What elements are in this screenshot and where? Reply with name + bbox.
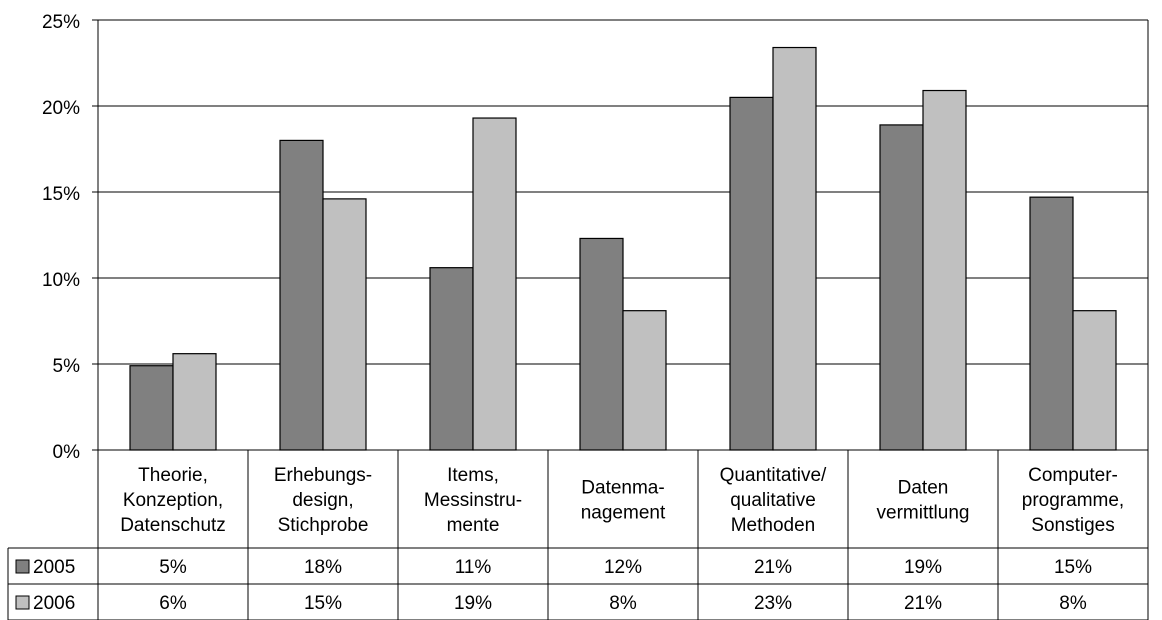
legend-label-2006: 2006	[33, 593, 75, 614]
data-label-2005-4: 21%	[754, 557, 792, 578]
data-label-2006-5: 21%	[904, 593, 942, 614]
data-label-2005-2: 11%	[455, 557, 492, 578]
legend-swatch-2006	[15, 595, 30, 610]
bar-2005-5	[879, 124, 924, 451]
bar-2005-4	[729, 96, 774, 451]
y-tick-label: 5%	[53, 356, 81, 377]
category-label-1: Erhebungs-design, Stichprobe	[274, 465, 372, 536]
data-label-2006-1: 15%	[304, 593, 342, 614]
bar-2005-6	[1029, 196, 1074, 451]
bar-2006-4	[772, 46, 817, 451]
bar-2005-1	[279, 139, 324, 451]
category-label-3: Datenma-nagement	[581, 478, 666, 524]
data-table: 2005 5% 18% 11% 12% 21% 19% 15% 2006 6% 15% 19% 8% 23…	[7, 450, 1149, 620]
data-label-2005-0: 5%	[159, 557, 187, 578]
bar-2006-1	[322, 198, 367, 451]
y-tick-label: 20%	[42, 98, 80, 119]
data-label-2005-6: 15%	[1054, 557, 1092, 578]
data-label-2006-4: 23%	[754, 593, 792, 614]
category-labels: Theorie, Konzeption, Datenschutz Erhebungs-…	[120, 465, 1124, 536]
bar-2005-0	[129, 365, 174, 451]
y-tick-label: 25%	[42, 12, 80, 33]
bar-2006-0	[172, 353, 217, 451]
bar-2006-3	[622, 310, 667, 451]
category-label-4: Quantitative/qualitative Methoden	[720, 465, 827, 536]
data-label-2005-5: 19%	[904, 557, 942, 578]
y-tick-label: 0%	[53, 442, 81, 463]
category-label-0: Theorie, Konzeption, Datenschutz	[120, 465, 226, 536]
category-label-5: Daten vermittlung	[877, 478, 970, 524]
legend-label-2005: 2005	[33, 557, 75, 578]
gridlines	[98, 19, 1148, 365]
category-label-6: Computer-programme, Sonstiges	[1022, 465, 1124, 536]
category-label-2: Items, Messinstru-mente	[424, 465, 522, 536]
data-label-2006-3: 8%	[609, 593, 637, 614]
bar-2006-2	[472, 117, 517, 451]
bar-2005-2	[429, 267, 474, 451]
data-label-2006-0: 6%	[159, 593, 187, 614]
y-tick-label: 10%	[42, 270, 80, 291]
bar-2006-5	[922, 89, 967, 451]
bars	[129, 46, 1117, 451]
data-label-2005-1: 18%	[304, 557, 342, 578]
y-tick-label: 15%	[42, 184, 80, 205]
data-label-2006-6: 8%	[1059, 593, 1087, 614]
data-label-2005-3: 12%	[604, 557, 642, 578]
y-axis: 0% 5% 10% 15% 20% 25%	[42, 12, 1149, 463]
bar-2006-6	[1072, 310, 1117, 451]
bar-2005-3	[579, 237, 624, 451]
legend-swatch-2005	[15, 559, 30, 574]
data-label-2006-2: 19%	[454, 593, 492, 614]
